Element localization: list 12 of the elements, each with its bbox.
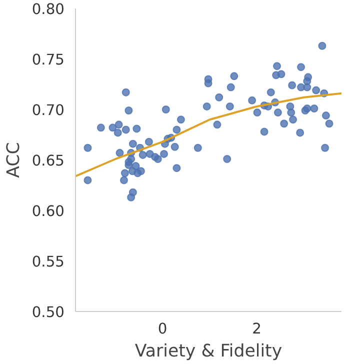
x-tick-label: 2 — [252, 320, 262, 338]
y-tick-label: 0.65 — [32, 152, 65, 170]
y-axis-title: ACC — [4, 142, 24, 178]
x-tick-label: 0 — [158, 320, 168, 338]
y-tick-label: 0.50 — [32, 304, 65, 321]
y-tick-label: 0.55 — [32, 254, 65, 270]
line-series — [76, 92, 342, 178]
y-tick-label: 0.80 — [32, 1, 65, 18]
x-axis-title: Variety & Fidelity — [134, 342, 282, 362]
y-tick-label: 0.75 — [32, 52, 65, 68]
y-tick-label: 0.70 — [32, 102, 65, 119]
y-tick-label: 0.60 — [32, 203, 65, 220]
